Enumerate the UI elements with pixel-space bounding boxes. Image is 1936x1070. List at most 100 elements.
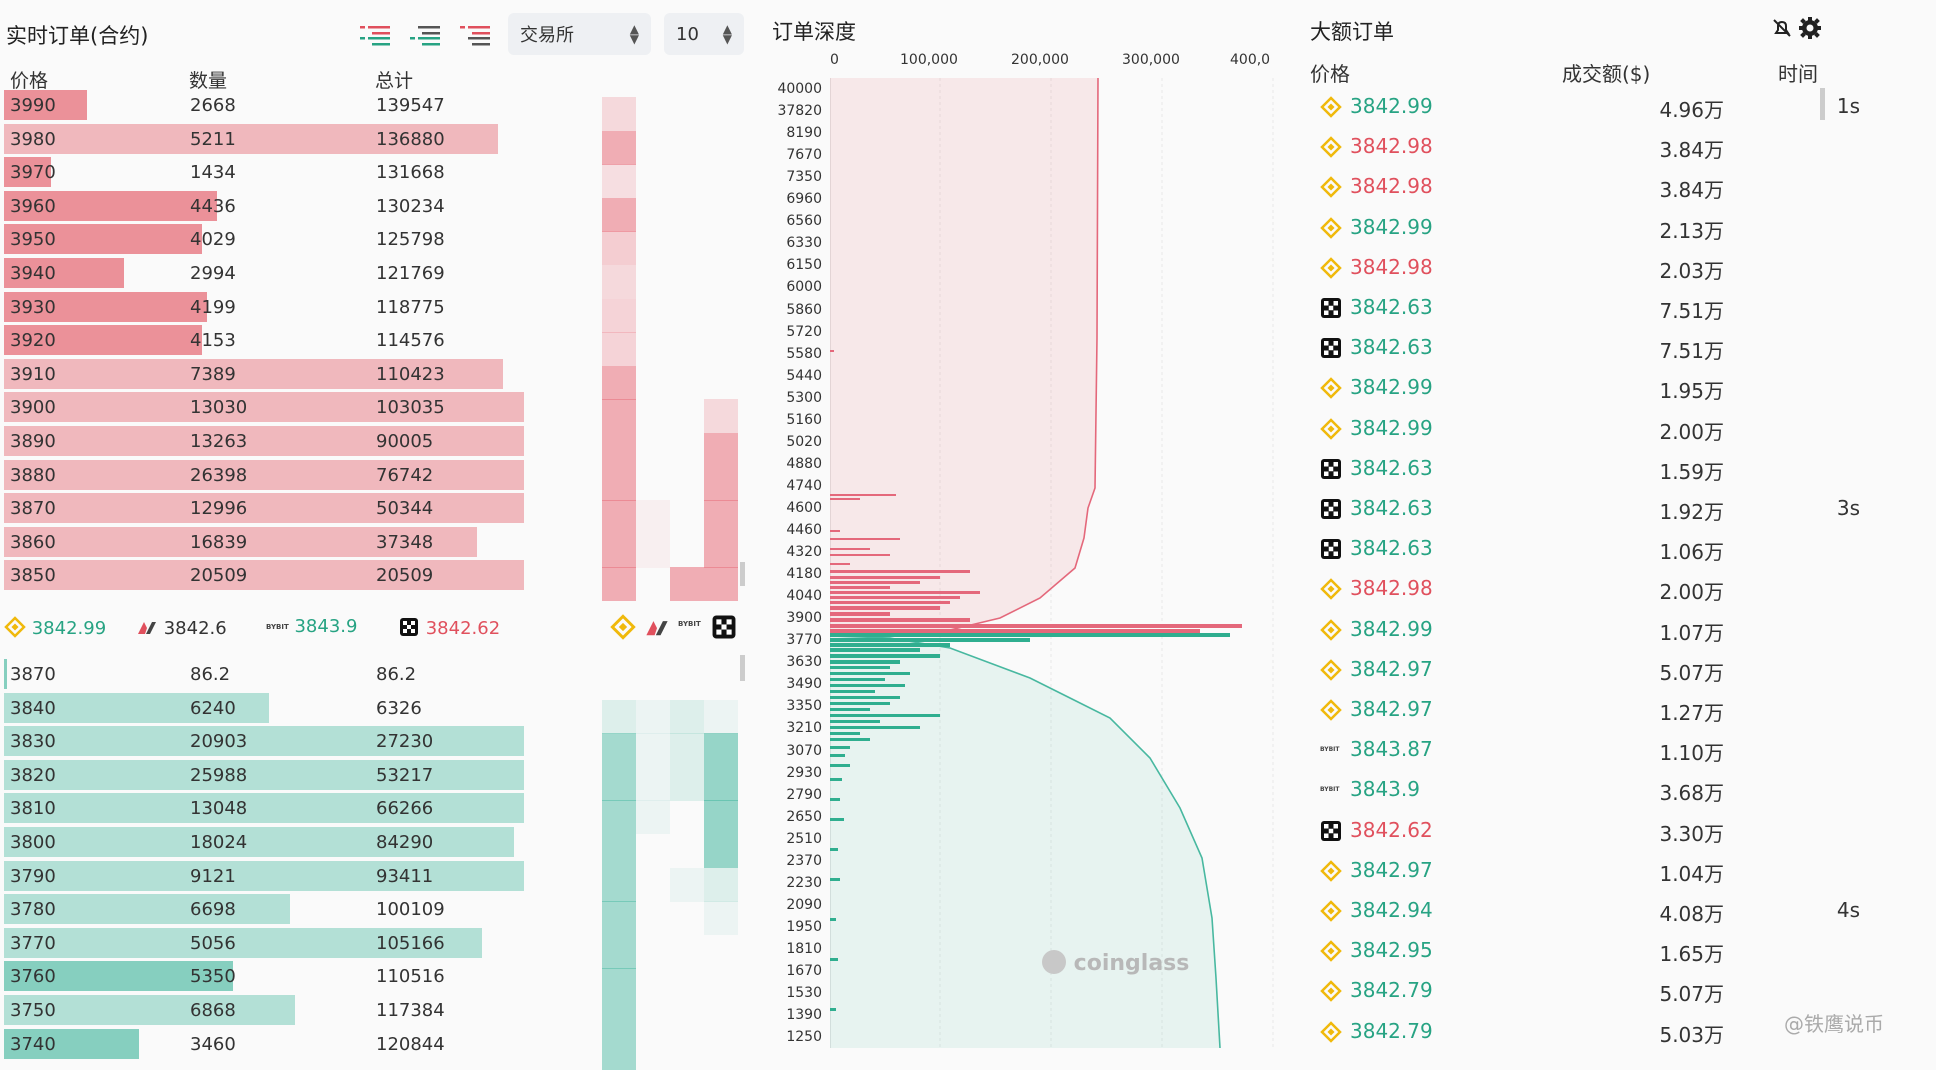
bid-depth-bar bbox=[4, 927, 483, 958]
depth-chart[interactable] bbox=[830, 78, 1290, 1048]
bid-row[interactable]: 3760 5350 110516 bbox=[4, 960, 524, 992]
bid-row[interactable]: 3820 25988 53217 bbox=[4, 759, 524, 791]
bid-row[interactable]: 3770 5056 105166 bbox=[4, 927, 524, 959]
mute-bell-icon[interactable] bbox=[1771, 17, 1793, 39]
ask-row[interactable]: 3940 2994 121769 bbox=[4, 257, 524, 289]
ask-row[interactable]: 3900 13030 103035 bbox=[4, 391, 524, 423]
view-bids-icon[interactable] bbox=[408, 22, 442, 48]
view-asks-icon[interactable] bbox=[458, 22, 492, 48]
coinglass-logo-icon bbox=[1042, 950, 1066, 974]
view-both-icon[interactable] bbox=[358, 22, 392, 48]
bid-total: 100109 bbox=[376, 899, 445, 921]
ask-row[interactable]: 3960 4436 130234 bbox=[4, 190, 524, 222]
depth-y-tick: 3070 bbox=[786, 742, 822, 759]
ask-scrollbar[interactable] bbox=[740, 562, 745, 586]
bid-scrollbar[interactable] bbox=[740, 655, 745, 681]
large-order-amount: 5.07万 bbox=[1659, 982, 1724, 1007]
large-order-row[interactable]: 3842.63 1.06万 bbox=[1320, 530, 1840, 568]
bid-row[interactable]: 3800 18024 84290 bbox=[4, 826, 524, 858]
large-order-row[interactable]: 3842.99 4.96万 1s bbox=[1320, 88, 1860, 126]
depth-y-tick: 1670 bbox=[786, 963, 822, 979]
large-order-row[interactable]: BYBIT 3843.87 1.10万 bbox=[1320, 731, 1840, 769]
large-order-row[interactable]: 3842.79 5.03万 bbox=[1320, 1013, 1840, 1051]
ask-row[interactable]: 3990 2668 139547 bbox=[4, 89, 524, 121]
bid-total: 84290 bbox=[376, 832, 434, 853]
exchange-mini-cell bbox=[602, 399, 636, 434]
ask-row[interactable]: 3880 26398 76742 bbox=[4, 459, 524, 491]
exchange-select[interactable]: 交易所 ▲ ▼ bbox=[508, 13, 651, 55]
large-order-row[interactable]: 3842.99 2.13万 bbox=[1320, 209, 1840, 247]
ask-row[interactable]: 3920 4153 114576 bbox=[4, 324, 524, 356]
bid-total: 93411 bbox=[376, 865, 434, 887]
exchange-mini-cell bbox=[602, 500, 636, 535]
exchange-select-value: 交易所 bbox=[520, 25, 574, 46]
ask-price: 3920 bbox=[10, 330, 56, 352]
exchange-mini-cell bbox=[602, 231, 636, 266]
ask-row[interactable]: 3950 4029 125798 bbox=[4, 223, 524, 255]
ask-row[interactable]: 3930 4199 118775 bbox=[4, 291, 524, 323]
large-header-time: 时间 bbox=[1778, 62, 1818, 86]
large-order-row[interactable]: 3842.98 3.84万 bbox=[1320, 168, 1840, 206]
bid-row[interactable]: 3840 6240 6326 bbox=[4, 692, 524, 724]
bid-row[interactable]: 3810 13048 66266 bbox=[4, 792, 524, 824]
orderbook-title: 实时订单(合约) bbox=[6, 24, 149, 48]
depth-select[interactable]: 10 ▲ ▼ bbox=[664, 13, 744, 55]
large-order-row[interactable]: 3842.63 7.51万 bbox=[1320, 329, 1840, 367]
large-order-row[interactable]: 3842.63 7.51万 bbox=[1320, 289, 1840, 327]
ask-row[interactable]: 3980 5211 136880 bbox=[4, 123, 524, 155]
bid-price: 3770 bbox=[10, 932, 56, 954]
large-order-row[interactable]: 3842.98 3.84万 bbox=[1320, 128, 1840, 166]
depth-y-tick: 3770 bbox=[786, 632, 822, 649]
ask-row[interactable]: 3910 7389 110423 bbox=[4, 358, 524, 390]
ask-row[interactable]: 3850 20509 20509 bbox=[4, 559, 524, 591]
large-order-row[interactable]: 3842.79 5.07万 bbox=[1320, 972, 1840, 1010]
large-order-row[interactable]: 3842.99 2.00万 bbox=[1320, 410, 1840, 448]
col-header-price: 价格 bbox=[10, 70, 49, 92]
settings-gear-icon[interactable] bbox=[1798, 16, 1822, 40]
bid-row[interactable]: 3870 86.2 86.2 bbox=[4, 658, 524, 690]
large-order-row[interactable]: BYBIT 3843.9 3.68万 bbox=[1320, 771, 1840, 809]
bitmex-icon bbox=[646, 621, 668, 636]
large-order-row[interactable]: 3842.63 1.92万 3s bbox=[1320, 490, 1860, 528]
large-orders-scrollbar[interactable] bbox=[1820, 88, 1825, 120]
bid-total: 66266 bbox=[376, 798, 434, 820]
bid-depth-bar bbox=[4, 860, 524, 891]
ask-row[interactable]: 3970 1434 131668 bbox=[4, 156, 524, 188]
large-order-row[interactable]: 3842.98 2.00万 bbox=[1320, 570, 1840, 608]
large-order-row[interactable]: 3842.95 1.65万 bbox=[1320, 932, 1840, 970]
large-order-row[interactable]: 3842.97 1.04万 bbox=[1320, 852, 1840, 890]
bid-price: 3800 bbox=[10, 832, 56, 853]
large-order-amount: 3.68万 bbox=[1659, 781, 1724, 806]
large-order-amount: 1.27万 bbox=[1659, 701, 1724, 725]
bid-row[interactable]: 3740 3460 120844 bbox=[4, 1028, 524, 1060]
ask-row[interactable]: 3870 12996 50344 bbox=[4, 492, 524, 524]
ask-row[interactable]: 3860 16839 37348 bbox=[4, 526, 524, 558]
large-order-amount: 2.03万 bbox=[1659, 258, 1724, 283]
ask-depth-bar bbox=[4, 358, 504, 389]
large-order-row[interactable]: 3842.99 1.95万 bbox=[1320, 369, 1840, 407]
ask-row[interactable]: 3890 13263 90005 bbox=[4, 425, 524, 457]
ask-qty: 2668 bbox=[190, 95, 236, 116]
large-order-amount: 2.13万 bbox=[1659, 218, 1724, 243]
binance-icon bbox=[1320, 699, 1342, 721]
large-order-row[interactable]: 3842.98 2.03万 bbox=[1320, 249, 1840, 287]
depth-y-tick: 1390 bbox=[786, 1007, 822, 1024]
large-order-row[interactable]: 3842.97 5.07万 bbox=[1320, 651, 1840, 689]
large-order-row[interactable]: 3842.62 3.30万 bbox=[1320, 812, 1840, 850]
large-order-row[interactable]: 3842.63 1.59万 bbox=[1320, 450, 1840, 488]
bid-qty: 6698 bbox=[190, 899, 236, 921]
large-order-row[interactable]: 3842.97 1.27万 bbox=[1320, 691, 1840, 729]
large-order-price: 3842.98 bbox=[1350, 174, 1433, 199]
large-order-row[interactable]: 3842.94 4.08万 4s bbox=[1320, 892, 1860, 930]
large-order-amount: 7.51万 bbox=[1659, 299, 1724, 323]
bid-row[interactable]: 3830 20903 27230 bbox=[4, 725, 524, 757]
col-header-qty: 数量 bbox=[189, 70, 228, 92]
bid-row[interactable]: 3750 6868 117384 bbox=[4, 994, 524, 1026]
depth-y-tick: 6000 bbox=[786, 279, 822, 296]
depth-y-tick: 3900 bbox=[786, 610, 822, 627]
bid-row[interactable]: 3780 6698 100109 bbox=[4, 893, 524, 925]
large-order-row[interactable]: 3842.99 1.07万 bbox=[1320, 611, 1840, 649]
large-order-amount: 3.84万 bbox=[1659, 138, 1724, 163]
large-order-price: 3843.9 bbox=[1350, 777, 1420, 802]
bid-row[interactable]: 3790 9121 93411 bbox=[4, 860, 524, 892]
